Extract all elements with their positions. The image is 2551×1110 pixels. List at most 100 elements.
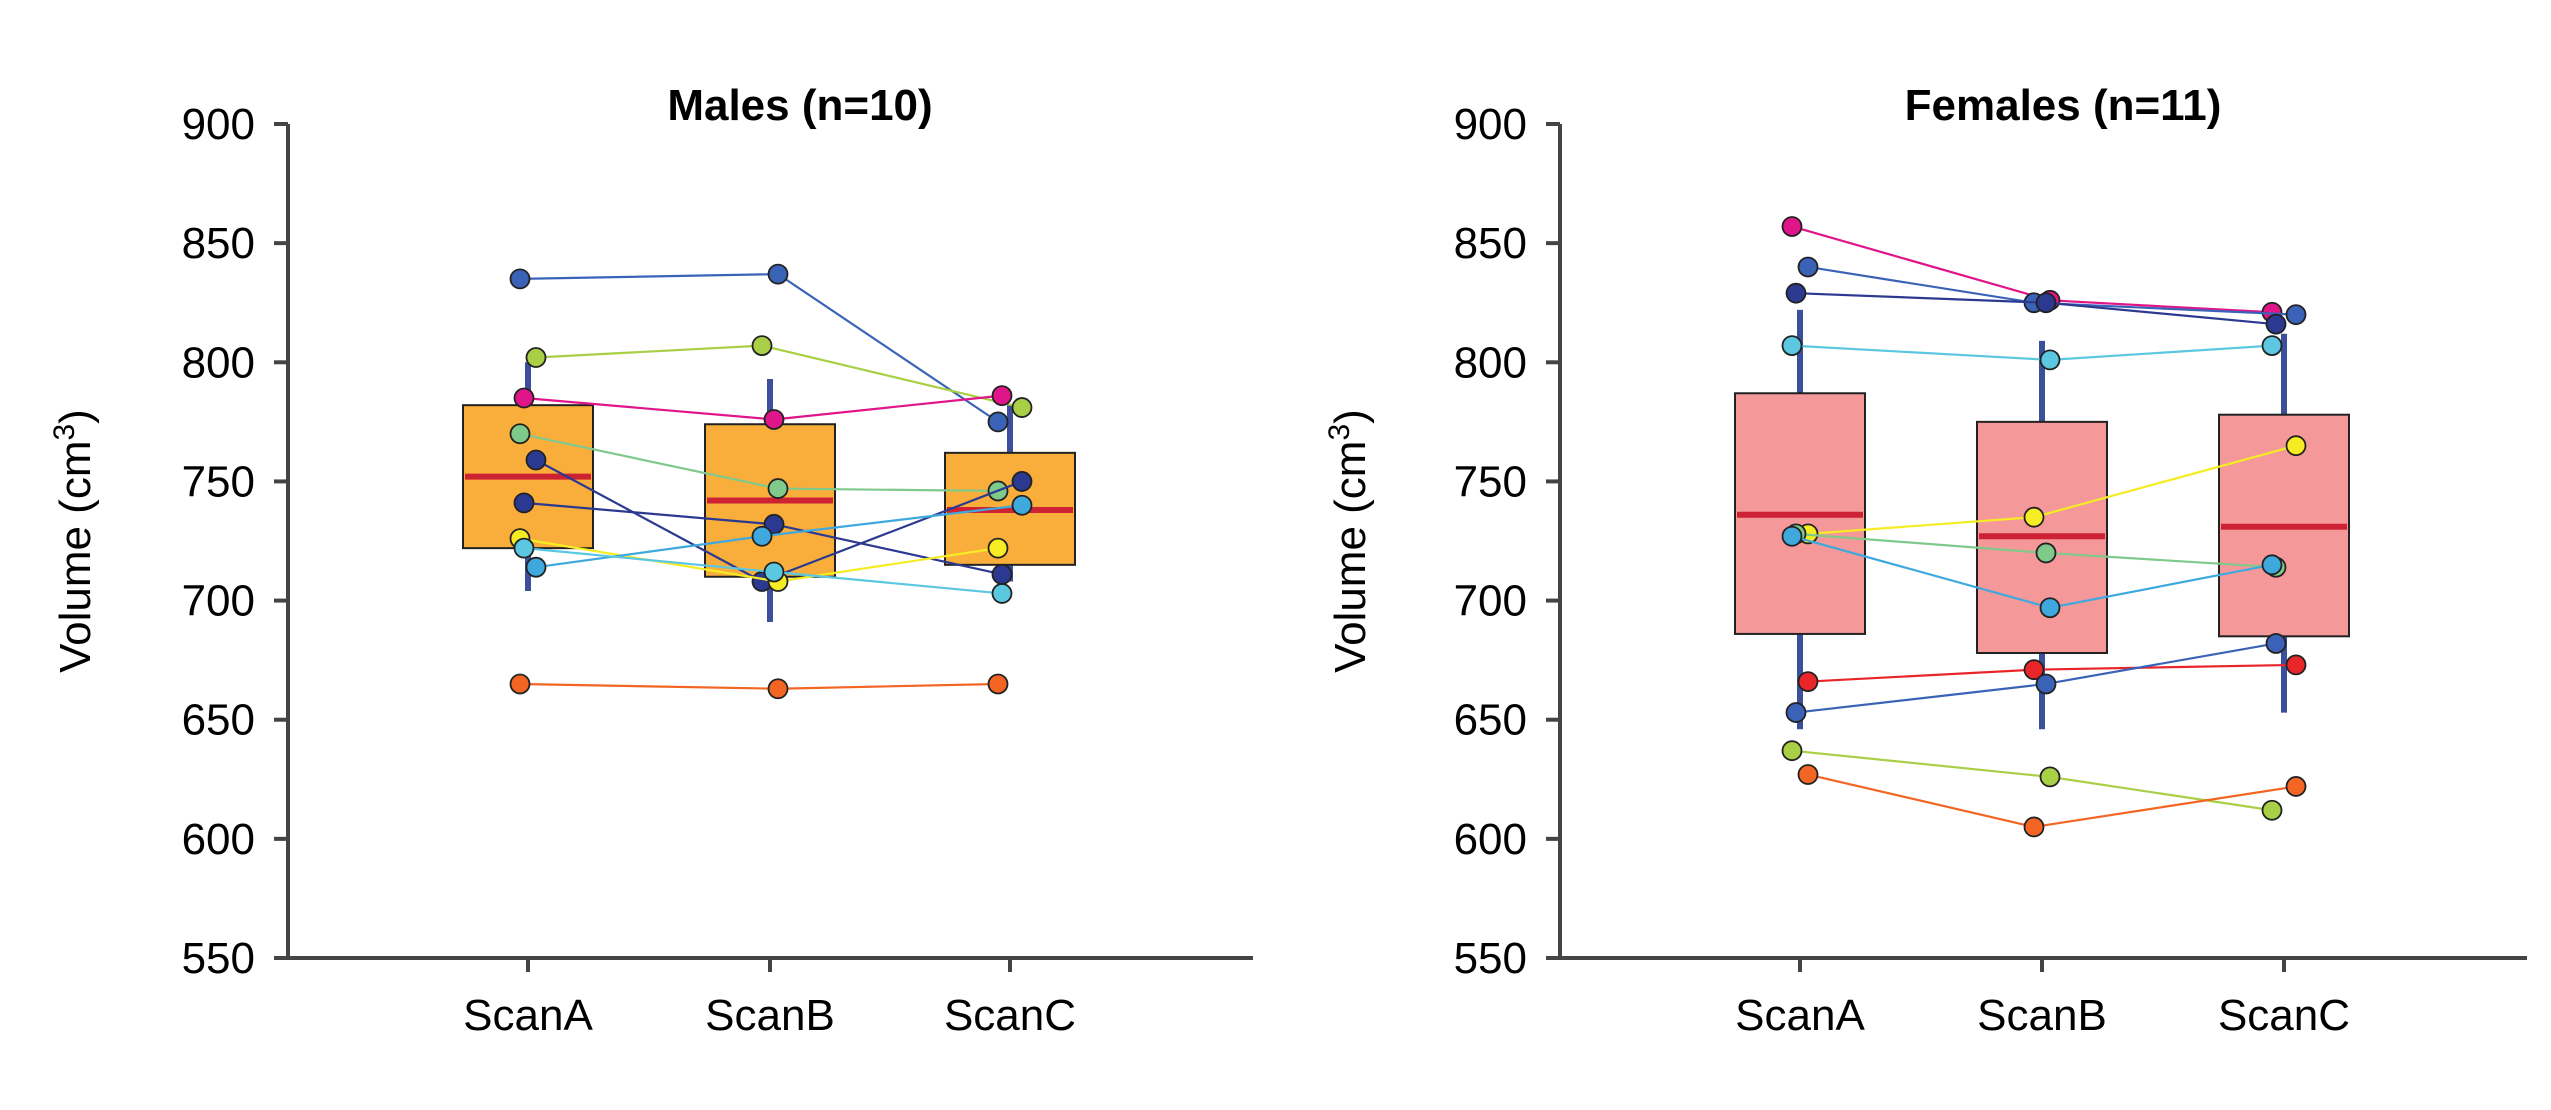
y-tick-label: 700	[182, 577, 255, 626]
subject-point	[2023, 816, 2045, 838]
subject-point	[1797, 256, 1819, 278]
y-tick-label: 850	[182, 219, 255, 268]
y-tick-label: 750	[182, 457, 255, 506]
subject-point	[751, 335, 773, 357]
subject-point	[1781, 740, 1803, 762]
subject-series	[513, 385, 1013, 430]
subject-point	[509, 673, 531, 695]
subject-point	[525, 556, 547, 578]
x-tick-label: ScanC	[944, 991, 1076, 1040]
subject-point	[1785, 282, 1807, 304]
x-tick-label: ScanA	[463, 991, 593, 1040]
subject-series	[525, 335, 1033, 418]
subject-line	[519, 682, 999, 690]
subject-point	[991, 563, 1013, 585]
subject-point	[525, 449, 547, 471]
subject-point	[1797, 764, 1819, 785]
subject-point	[1797, 671, 1819, 692]
subject-point	[1781, 216, 1803, 237]
y-tick-label: 600	[1454, 815, 1527, 864]
subject-point	[767, 678, 789, 700]
subject-point	[763, 409, 785, 430]
subject-line	[1791, 344, 2273, 362]
y-tick-label: 700	[1454, 577, 1527, 626]
subject-series	[1785, 282, 2287, 335]
subject-point	[2023, 506, 2045, 528]
y-tick-label: 900	[1454, 100, 1527, 149]
subject-point	[509, 268, 531, 290]
subject-point	[2023, 659, 2045, 681]
subject-point	[513, 492, 535, 514]
subject-point	[751, 525, 773, 547]
subject-point	[2035, 292, 2057, 314]
subject-point	[2261, 554, 2283, 576]
y-axis-label: Volume (cm3)	[48, 409, 100, 673]
subject-series	[525, 449, 1033, 592]
box-ScanB	[704, 378, 836, 623]
subject-point	[2039, 349, 2061, 371]
subject-point	[987, 411, 1009, 433]
subject-point	[1011, 471, 1033, 492]
subject-point	[1781, 335, 1803, 357]
subject-point	[1785, 702, 1807, 723]
subject-series	[1781, 525, 2283, 619]
subject-point	[991, 583, 1013, 604]
x-tick-label: ScanC	[2218, 991, 2350, 1040]
subject-series	[509, 673, 1009, 700]
subject-point	[1011, 397, 1033, 418]
subject-point	[767, 263, 789, 285]
x-tick-label: ScanB	[1977, 991, 2107, 1040]
x-tick-label: ScanB	[705, 991, 835, 1040]
subject-point	[513, 537, 535, 559]
subject-line	[523, 394, 1003, 421]
subject-point	[2039, 766, 2061, 788]
subject-point	[2265, 633, 2287, 654]
males-panel: Males (n=10) Volume (cm3) 900 850 800 750 700 6…	[48, 81, 1253, 1040]
subject-point	[2285, 776, 2307, 797]
females-panel: Females (n=11) Volume (cm3) 900 850 800 750 70…	[1323, 81, 2527, 1040]
subject-point	[2035, 673, 2057, 695]
subject-point	[1011, 494, 1033, 516]
y-tick-label: 800	[1454, 338, 1527, 387]
subject-series	[1781, 740, 2283, 821]
subject-point	[2261, 799, 2283, 821]
subject-point	[2039, 597, 2061, 619]
subject-point	[525, 347, 547, 368]
subject-point	[991, 385, 1013, 407]
subject-series	[1797, 764, 2307, 838]
subject-point	[2285, 654, 2307, 676]
box-ScanB	[1976, 340, 2108, 730]
subject-line	[535, 344, 1023, 409]
chart-title: Females (n=11)	[1905, 81, 2222, 130]
subject-point	[2265, 313, 2287, 335]
y-tick-label: 650	[1454, 696, 1527, 745]
y-tick-label: 750	[1454, 457, 1527, 506]
subject-point	[513, 387, 535, 409]
subject-point	[987, 537, 1009, 559]
chart-title: Males (n=10)	[667, 81, 932, 130]
subject-point	[763, 561, 785, 583]
subject-series	[513, 537, 1013, 604]
subject-series	[1781, 335, 2283, 371]
y-tick-label: 650	[182, 696, 255, 745]
subject-point	[1781, 525, 1803, 547]
subject-point	[509, 423, 531, 445]
y-tick-label: 850	[1454, 219, 1527, 268]
subject-point	[987, 673, 1009, 695]
y-tick-label: 600	[182, 815, 255, 864]
subject-series	[509, 263, 1009, 433]
y-tick-label: 800	[182, 338, 255, 387]
subject-point	[2261, 335, 2283, 357]
box-ScanC	[2218, 333, 2350, 713]
box-ScanA	[1734, 309, 1866, 730]
box-ScanC	[944, 405, 1076, 582]
y-tick-label: 550	[1454, 934, 1527, 983]
subject-series	[1785, 633, 2287, 723]
subject-series	[1797, 654, 2307, 692]
subject-point	[2285, 435, 2307, 457]
y-axis-label: Volume (cm3)	[1323, 409, 1375, 673]
subject-point	[2035, 542, 2057, 564]
y-tick-label: 900	[182, 100, 255, 149]
